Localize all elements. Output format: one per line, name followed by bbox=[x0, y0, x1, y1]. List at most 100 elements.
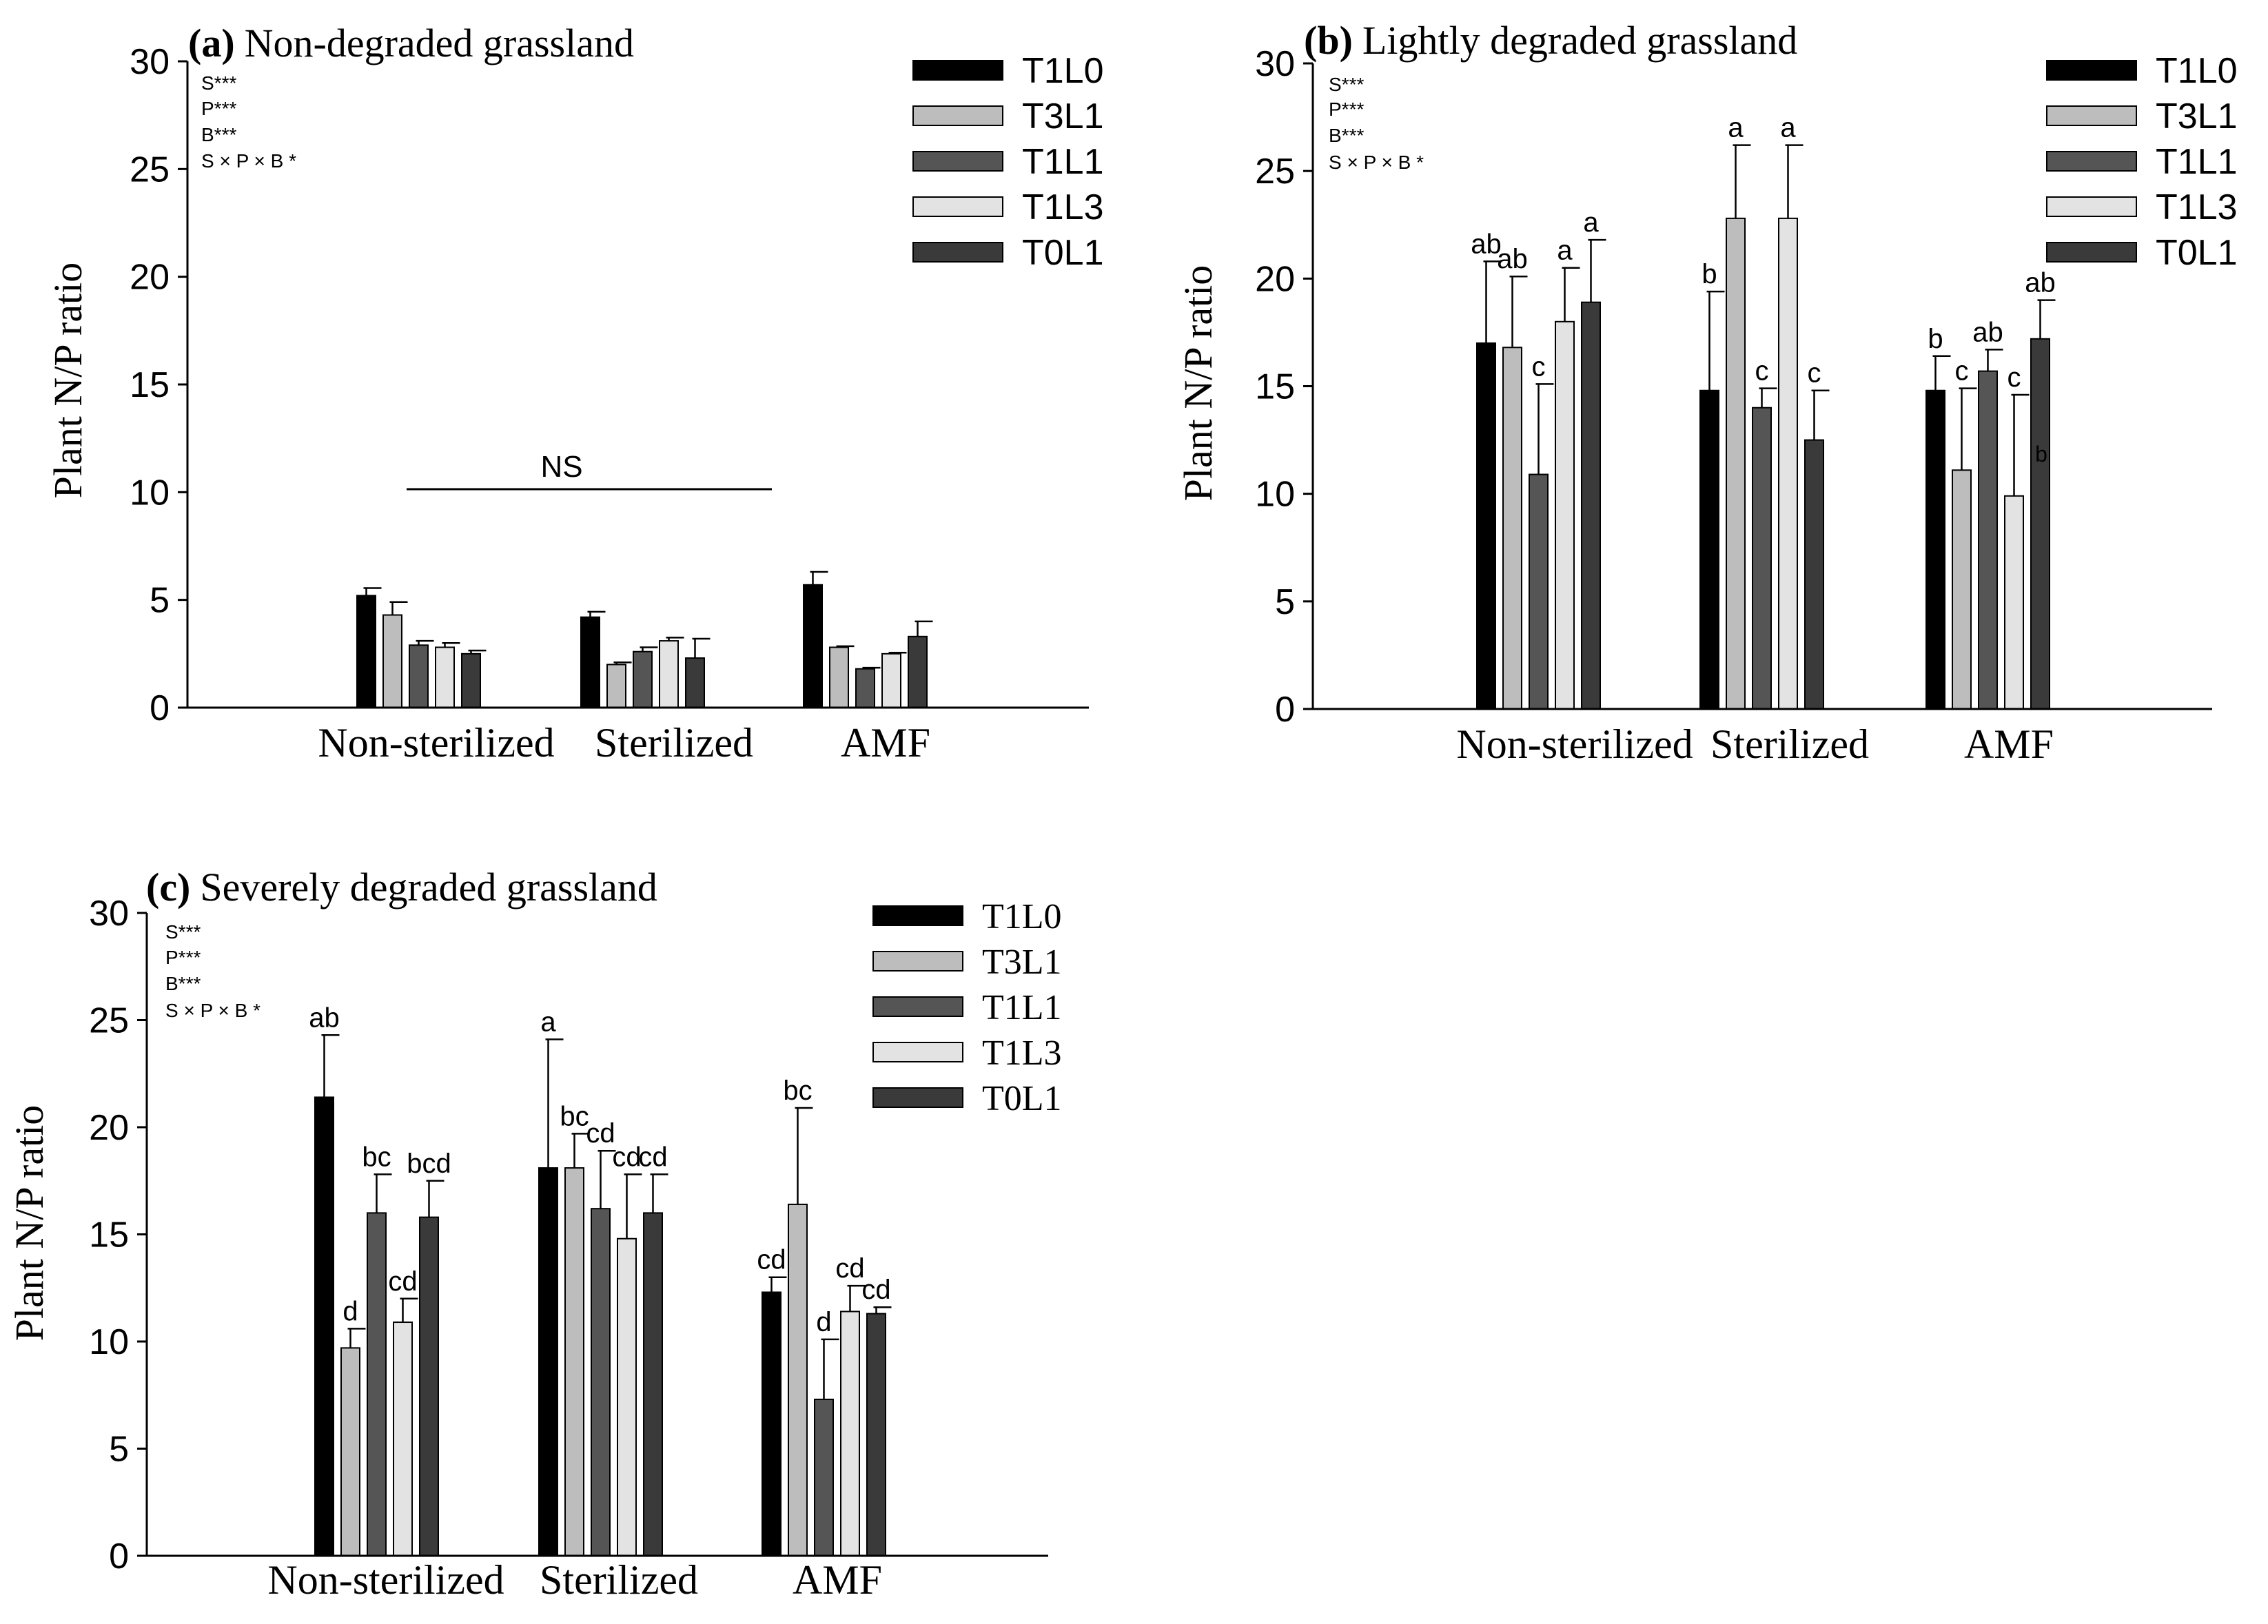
significance-letter: a bbox=[540, 1007, 556, 1037]
bar-t0l1-amf bbox=[2030, 338, 2050, 710]
bar-t1l1-sterilized bbox=[633, 650, 653, 708]
panel-a-ylabel: Plant N/P ratio bbox=[45, 263, 90, 499]
significance-letter: b bbox=[1928, 324, 1943, 354]
significance-letter: c bbox=[1532, 351, 1546, 382]
panel-a-stats: S*** P*** B*** S × P × B * bbox=[201, 72, 296, 172]
category-label: Non-sterilized bbox=[267, 1557, 504, 1603]
panel-c-stat-interaction: S × P × B * bbox=[165, 1000, 260, 1021]
significance-letter: ab bbox=[1972, 317, 2003, 347]
legend-swatch-t0l1 bbox=[2046, 242, 2137, 263]
legend-swatch-t3l1 bbox=[912, 105, 1003, 126]
legend-label-t0l1: T0L1 bbox=[2156, 233, 2238, 273]
category-label: Non-sterilized bbox=[1456, 721, 1693, 767]
panel-a-title: (a) Non-degraded grassland bbox=[188, 21, 634, 65]
bar-t1l0-sterilized bbox=[538, 1167, 558, 1556]
bar-t1l0-amf bbox=[762, 1291, 781, 1556]
y-tick-label: 25 bbox=[89, 1001, 129, 1041]
bar-t0l1-non-sterilized bbox=[1581, 301, 1601, 710]
significance-letter: a bbox=[1728, 113, 1744, 143]
bar-t0l1-amf bbox=[908, 635, 928, 709]
bar-t1l3-amf bbox=[881, 652, 901, 708]
legend-label-t1l3: T1L3 bbox=[982, 1034, 1062, 1073]
bar-t0l1-amf bbox=[866, 1313, 886, 1556]
bar-t3l1-amf bbox=[788, 1203, 808, 1556]
bar-t1l3-sterilized bbox=[1778, 217, 1798, 710]
category-label: AMF bbox=[841, 720, 930, 765]
panel-b-y-ticks: 0 5 10 15 20 25 30 bbox=[1255, 44, 1313, 730]
significance-letter: c bbox=[1955, 356, 1969, 387]
category-label: AMF bbox=[1964, 721, 2054, 767]
panel-a-categories: Non-sterilized Sterilized AMF bbox=[318, 720, 930, 765]
bar-t3l1-amf bbox=[1952, 469, 1972, 710]
legend-swatch-t1l3 bbox=[2046, 196, 2137, 217]
panel-b-stat-p: P*** bbox=[1329, 99, 1364, 120]
panel-c: (c) Severely degraded grassland Plant N/P… bbox=[7, 865, 1062, 1603]
y-tick-label: 10 bbox=[130, 473, 170, 513]
legend-swatch-t1l1 bbox=[2046, 151, 2137, 172]
bar-t1l1-amf bbox=[814, 1398, 834, 1556]
y-tick-label: 10 bbox=[1255, 475, 1295, 515]
bar-t1l3-amf bbox=[840, 1310, 860, 1556]
bar-t3l1-sterilized bbox=[606, 664, 626, 709]
panel-b-extra-letter: b bbox=[2035, 442, 2047, 466]
significance-letter: d bbox=[816, 1307, 831, 1337]
significance-letter: cd bbox=[638, 1142, 667, 1172]
panel-b-stats: S*** P*** B*** S × P × B * bbox=[1329, 74, 1424, 173]
bar-t1l1-sterilized bbox=[1752, 407, 1772, 710]
significance-letter: ab bbox=[2025, 268, 2056, 298]
legend-swatch-t1l0 bbox=[912, 60, 1003, 81]
significance-letter: bc bbox=[783, 1076, 812, 1106]
panel-a-ns-label: NS bbox=[540, 450, 582, 484]
significance-letter: c bbox=[2008, 362, 2021, 393]
panel-c-stat-b: B*** bbox=[165, 973, 201, 994]
significance-letter: cd bbox=[835, 1253, 864, 1284]
y-tick-label: 15 bbox=[130, 365, 170, 405]
significance-letter: ab bbox=[1471, 229, 1502, 259]
significance-letter: cd bbox=[612, 1142, 641, 1172]
panel-a: (a) Non-degraded grassland Plant N/P rati… bbox=[45, 21, 1104, 765]
legend-label-t3l1: T3L1 bbox=[1022, 96, 1104, 136]
legend-label-t1l0: T1L0 bbox=[1022, 51, 1104, 91]
y-tick-label: 20 bbox=[130, 258, 170, 298]
significance-letter: ab bbox=[1497, 244, 1528, 274]
panel-b-ylabel: Plant N/P ratio bbox=[1176, 265, 1220, 502]
legend-label-t1l3: T1L3 bbox=[1022, 187, 1104, 227]
significance-letter: c bbox=[1755, 356, 1769, 387]
significance-letter: a bbox=[1780, 113, 1796, 143]
significance-letter: cd bbox=[388, 1266, 417, 1297]
legend-label-t1l1: T1L1 bbox=[982, 988, 1062, 1027]
y-tick-label: 25 bbox=[1255, 152, 1295, 192]
significance-letter: ab bbox=[309, 1003, 340, 1033]
y-tick-label: 20 bbox=[1255, 259, 1295, 299]
legend-label-t1l0: T1L0 bbox=[2156, 51, 2238, 91]
y-tick-label: 15 bbox=[1255, 367, 1295, 407]
legend-label-t1l1: T1L1 bbox=[1022, 142, 1104, 182]
bar-t1l0-amf bbox=[803, 584, 823, 709]
y-tick-label: 5 bbox=[1275, 582, 1295, 622]
bar-t0l1-sterilized bbox=[643, 1212, 663, 1557]
bar-t1l1-amf bbox=[855, 668, 875, 708]
bar-t1l1-amf bbox=[1978, 370, 1998, 710]
panel-c-categories: Non-sterilized Sterilized AMF bbox=[267, 1557, 882, 1603]
significance-letter: c bbox=[1808, 358, 1821, 389]
panel-c-stat-s: S*** bbox=[165, 921, 201, 943]
legend-swatch-t3l1 bbox=[2046, 105, 2137, 126]
bar-t3l1-non-sterilized bbox=[1502, 347, 1522, 710]
bar-t0l1-non-sterilized bbox=[419, 1216, 439, 1556]
legend-label-t3l1: T3L1 bbox=[982, 943, 1062, 982]
y-tick-label: 0 bbox=[109, 1536, 129, 1576]
y-tick-label: 30 bbox=[1255, 44, 1295, 84]
legend-swatch-t1l1 bbox=[872, 996, 963, 1017]
category-label: Sterilized bbox=[540, 1557, 698, 1603]
legend-swatch-t0l1 bbox=[912, 242, 1003, 263]
y-tick-label: 25 bbox=[130, 150, 170, 189]
y-tick-label: 15 bbox=[89, 1215, 129, 1255]
bar-t3l1-sterilized bbox=[564, 1167, 584, 1556]
bar-t1l1-non-sterilized bbox=[409, 644, 429, 708]
bar-t1l3-sterilized bbox=[659, 640, 679, 708]
significance-letter: cd bbox=[586, 1118, 615, 1149]
y-tick-label: 5 bbox=[150, 581, 170, 621]
y-tick-label: 30 bbox=[89, 894, 129, 934]
